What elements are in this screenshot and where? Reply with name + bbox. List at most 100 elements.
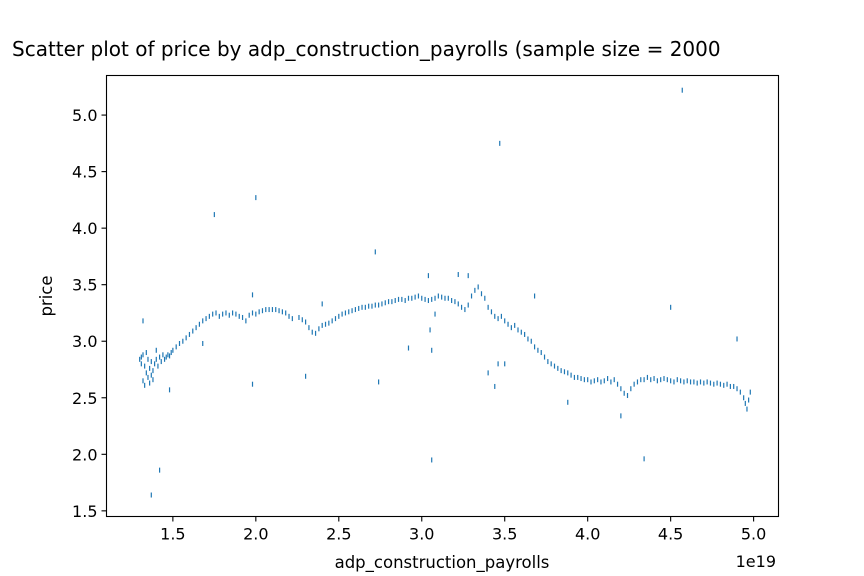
data-point bbox=[288, 313, 290, 319]
data-point bbox=[676, 377, 678, 383]
data-point bbox=[305, 319, 307, 325]
data-point bbox=[387, 299, 390, 305]
data-point bbox=[477, 284, 479, 290]
data-point bbox=[429, 327, 431, 333]
data-point bbox=[159, 354, 161, 360]
data-point bbox=[616, 381, 619, 387]
data-point bbox=[167, 352, 169, 358]
data-point bbox=[457, 272, 459, 278]
data-point bbox=[285, 310, 287, 316]
data-point bbox=[743, 395, 745, 401]
data-point bbox=[155, 356, 157, 362]
data-point bbox=[733, 383, 735, 389]
data-point bbox=[218, 313, 220, 319]
data-point bbox=[744, 400, 746, 406]
plot-frame bbox=[105, 74, 780, 518]
data-point bbox=[213, 212, 215, 218]
data-point bbox=[401, 296, 403, 302]
data-point bbox=[394, 298, 396, 304]
data-point bbox=[198, 321, 201, 327]
data-point bbox=[404, 298, 406, 304]
data-point bbox=[212, 311, 214, 317]
data-point bbox=[670, 304, 672, 310]
data-point bbox=[587, 377, 589, 383]
data-point bbox=[324, 321, 327, 327]
data-point bbox=[716, 380, 718, 386]
data-point bbox=[168, 387, 171, 393]
data-point bbox=[666, 377, 668, 383]
data-point bbox=[573, 374, 576, 380]
data-point bbox=[202, 340, 204, 346]
x-tick-label: 2.5 bbox=[326, 525, 351, 544]
data-point bbox=[328, 320, 330, 326]
data-point bbox=[597, 377, 599, 383]
data-point bbox=[610, 379, 612, 385]
data-point bbox=[251, 381, 254, 387]
data-point bbox=[298, 314, 300, 320]
data-point bbox=[314, 330, 317, 336]
data-point bbox=[374, 302, 376, 308]
data-point bbox=[142, 378, 144, 384]
data-point bbox=[633, 381, 635, 387]
data-point bbox=[215, 310, 217, 316]
data-point bbox=[696, 380, 698, 386]
data-point bbox=[670, 378, 672, 384]
data-point bbox=[305, 373, 307, 379]
data-point bbox=[499, 140, 501, 146]
data-point bbox=[147, 374, 149, 380]
data-point bbox=[245, 318, 247, 324]
data-point bbox=[570, 372, 572, 378]
data-point bbox=[580, 376, 582, 382]
data-point bbox=[178, 340, 181, 346]
data-point bbox=[673, 379, 675, 385]
data-point bbox=[490, 309, 493, 315]
x-tick-label: 2.0 bbox=[243, 525, 268, 544]
x-axis: 1.5 2.0 2.5 3.0 3.5 4.0 4.5 5.0 bbox=[160, 516, 766, 544]
data-point bbox=[434, 311, 436, 317]
data-point bbox=[225, 310, 227, 316]
data-point bbox=[626, 393, 629, 399]
data-point bbox=[241, 314, 244, 320]
data-point bbox=[517, 327, 519, 333]
data-point bbox=[397, 296, 400, 302]
data-point bbox=[338, 313, 340, 319]
data-point bbox=[142, 318, 144, 324]
data-point bbox=[683, 379, 685, 385]
data-point bbox=[301, 317, 303, 323]
data-point bbox=[510, 325, 512, 331]
data-point bbox=[681, 87, 683, 93]
data-point bbox=[421, 295, 423, 301]
data-point bbox=[271, 307, 274, 313]
data-point bbox=[567, 399, 569, 405]
data-point bbox=[255, 195, 257, 201]
data-point bbox=[689, 379, 692, 385]
data-point bbox=[159, 467, 161, 473]
data-point bbox=[185, 335, 187, 341]
data-point bbox=[149, 380, 151, 386]
data-point bbox=[494, 383, 496, 389]
data-point bbox=[500, 313, 502, 319]
data-point bbox=[663, 376, 665, 382]
data-point bbox=[607, 376, 609, 382]
data-point bbox=[560, 368, 562, 374]
data-point bbox=[157, 363, 159, 369]
y-tick-label: 3.0 bbox=[72, 332, 97, 351]
data-point bbox=[391, 299, 393, 305]
y-tick-label: 2.5 bbox=[72, 389, 97, 408]
data-point bbox=[563, 369, 566, 375]
data-point bbox=[590, 379, 592, 385]
data-point bbox=[374, 249, 376, 255]
data-point bbox=[547, 359, 549, 365]
data-point bbox=[268, 307, 270, 313]
data-point bbox=[713, 381, 715, 387]
data-point bbox=[746, 406, 748, 412]
data-point bbox=[686, 378, 688, 384]
data-point bbox=[431, 296, 433, 302]
data-point bbox=[497, 361, 499, 367]
data-point bbox=[467, 273, 469, 279]
data-point bbox=[275, 307, 277, 313]
data-point bbox=[434, 295, 436, 301]
data-point bbox=[308, 325, 310, 331]
data-point bbox=[729, 383, 731, 389]
data-point bbox=[291, 316, 293, 322]
